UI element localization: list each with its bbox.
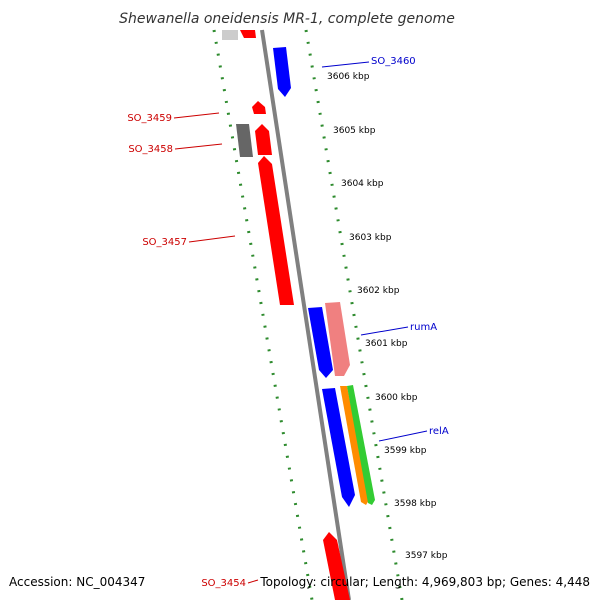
label-leaders bbox=[173, 61, 428, 584]
gene-feature bbox=[347, 385, 375, 505]
gene-label-so-3460: SO_3460 bbox=[371, 56, 416, 67]
gene-feature bbox=[222, 30, 238, 40]
scale-label: 3597 kbp bbox=[405, 551, 448, 561]
scale-label: 3602 kbp bbox=[357, 286, 400, 296]
gene-feature bbox=[340, 386, 369, 505]
gene-label-so-3458: SO_3458 bbox=[128, 144, 173, 155]
scale-label: 3599 kbp bbox=[384, 446, 427, 456]
scale-label: 3605 kbp bbox=[333, 126, 376, 136]
gene-labels: SO_3460 SO_3459 SO_3458 SO_3457 rumA rel… bbox=[127, 56, 448, 589]
gene-feature bbox=[240, 30, 256, 38]
gene-label-ruma: rumA bbox=[410, 322, 437, 333]
gene-feature bbox=[323, 532, 350, 600]
gene-label-rela: relA bbox=[429, 426, 449, 437]
right-tick-track bbox=[304, 29, 404, 600]
accession-text: Accession: NC_004347 bbox=[9, 575, 146, 589]
leader-line bbox=[378, 430, 428, 442]
scale-label: 3604 kbp bbox=[341, 179, 384, 189]
gene-feature bbox=[236, 124, 253, 157]
genome-backbone bbox=[260, 29, 351, 600]
scale-label: 3603 kbp bbox=[349, 233, 392, 243]
leader-line bbox=[188, 235, 236, 243]
genome-info-text: Topology: circular; Length: 4,969,803 bp… bbox=[260, 575, 590, 589]
leader-line bbox=[360, 326, 409, 336]
leader-line bbox=[321, 61, 370, 68]
gene-feature bbox=[252, 101, 266, 114]
gene-feature bbox=[273, 47, 291, 97]
scale-label: 3598 kbp bbox=[394, 499, 437, 509]
leader-line bbox=[173, 112, 220, 119]
scale-labels: 3606 kbp 3605 kbp 3604 kbp 3603 kbp 3602… bbox=[327, 72, 448, 561]
scale-label: 3600 kbp bbox=[375, 393, 418, 403]
gene-feature bbox=[308, 307, 333, 378]
gene-feature bbox=[322, 388, 355, 507]
gene-label-so-3454: SO_3454 bbox=[201, 578, 246, 589]
gene-feature bbox=[325, 302, 350, 376]
leader-line bbox=[174, 143, 223, 150]
map-title: Shewanella oneidensis MR-1, complete gen… bbox=[119, 11, 455, 27]
feature-track bbox=[222, 30, 375, 600]
scale-label: 3601 kbp bbox=[365, 339, 408, 349]
gene-feature bbox=[258, 156, 294, 305]
left-tick-track bbox=[212, 29, 314, 600]
leader-line bbox=[247, 579, 259, 584]
scale-label: 3606 kbp bbox=[327, 72, 370, 82]
gene-label-so-3457: SO_3457 bbox=[142, 237, 187, 248]
gene-feature bbox=[255, 124, 272, 155]
gene-label-so-3459: SO_3459 bbox=[127, 113, 172, 124]
